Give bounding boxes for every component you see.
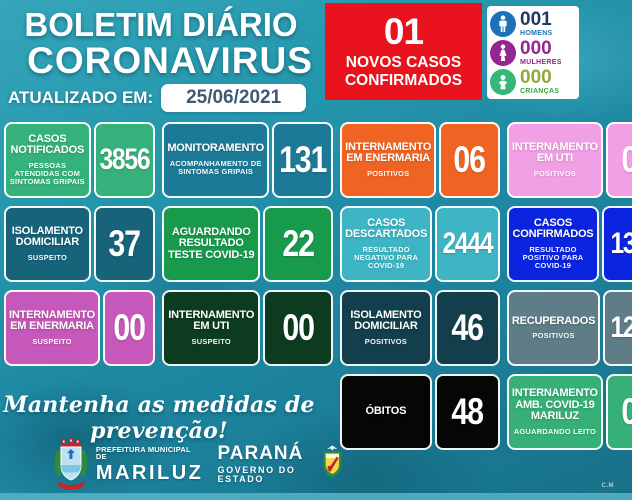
card-value: 131 bbox=[271, 122, 334, 198]
logos-row: PREFEITURA MUNICIPAL DE MARILUZ PARANÁ G… bbox=[52, 432, 341, 496]
new-cases-count: 01 bbox=[383, 11, 424, 53]
new-cases-label-line1: NOVOS CASOS bbox=[345, 54, 462, 72]
card-value: 3856 bbox=[93, 122, 156, 198]
updated-date: 25/06/2021 bbox=[161, 84, 307, 112]
demographics-row-men: 001 HOMENS bbox=[490, 10, 576, 37]
mariluz-logo-line1: PREFEITURA MUNICIPAL DE bbox=[95, 444, 191, 461]
parana-logo: PARANÁ GOVERNO DO ESTADO bbox=[217, 438, 345, 490]
mariluz-logo-line2: MARILUZ bbox=[95, 461, 204, 484]
new-cases-box: 01 NOVOS CASOS CONFIRMADOS bbox=[325, 3, 482, 100]
parana-crest-icon bbox=[323, 445, 341, 478]
card-monitoramento: MONITORAMENTO ACOMPANHAMENTO DE SINTOMAS … bbox=[162, 122, 334, 198]
card-value: 1265 bbox=[603, 290, 632, 366]
card-internamento-enfermaria-suspeito: INTERNAMENTO EM ENERMARIA SUSPEITO 00 bbox=[4, 290, 156, 366]
mariluz-logo: PREFEITURA MUNICIPAL DE MARILUZ bbox=[52, 436, 203, 492]
updated-row: ATUALIZADO EM: 25/06/2021 bbox=[8, 84, 307, 112]
card-value: 01 bbox=[605, 122, 632, 198]
card-internamento-amb-covid: INTERNAMENTO AMB. COVID-19 MARILUZ AGUARD… bbox=[506, 374, 632, 450]
card-casos-descartados: CASOS DESCARTADOS RESULTADO NEGATIVO PARA… bbox=[340, 206, 500, 282]
card-isolamento-domiciliar-positivos: ISOLAMENTO DOMICILIAR POSITIVOS 46 bbox=[340, 290, 500, 366]
prevention-message: Mantenha as medidas de prevenção! bbox=[3, 392, 315, 444]
title-line2: CORONAVIRUS bbox=[27, 40, 313, 81]
card-value: 00 bbox=[263, 290, 334, 366]
card-isolamento-domiciliar-suspeito: ISOLAMENTO DOMICILIAR SUSPEITO 37 bbox=[4, 206, 156, 282]
children-label: CRIANÇAS bbox=[520, 88, 560, 95]
women-label: MULHERES bbox=[520, 59, 562, 66]
card-value: 00 bbox=[605, 374, 632, 450]
card-value: 37 bbox=[93, 206, 156, 282]
new-cases-label-line2: CONFIRMADOS bbox=[344, 72, 463, 89]
watermark: C.M bbox=[601, 483, 614, 489]
card-value: 06 bbox=[439, 122, 500, 198]
baby-icon bbox=[490, 68, 516, 95]
page-title: BOLETIM DIÁRIO CORONAVIRUS bbox=[4, 8, 318, 79]
card-value: 48 bbox=[434, 374, 500, 450]
card-aguardando-resultado: AGUARDANDO RESULTADO TESTE COVID-19 22 bbox=[162, 206, 334, 282]
card-value: 00 bbox=[103, 290, 156, 366]
card-internamento-uti-suspeito: INTERNAMENTO EM UTI SUSPEITO 00 bbox=[162, 290, 334, 366]
woman-icon bbox=[490, 39, 516, 66]
updated-label: ATUALIZADO EM: bbox=[8, 88, 154, 107]
demographics-row-women: 000 MULHERES bbox=[490, 39, 576, 66]
demographics-box: 001 HOMENS 000 MULHERES 000 CRIANÇAS bbox=[487, 6, 579, 99]
parana-logo-line1: PARANÁ bbox=[217, 443, 304, 464]
card-value: 2444 bbox=[435, 206, 500, 282]
card-value: 46 bbox=[434, 290, 500, 366]
card-obitos: ÓBITOS 48 bbox=[340, 374, 500, 450]
card-value: 22 bbox=[263, 206, 334, 282]
man-icon bbox=[490, 10, 516, 37]
mariluz-crest-icon bbox=[54, 438, 88, 490]
card-internamento-enfermaria-positivos: INTERNAMENTO EM ENERMARIA POSITIVOS 06 bbox=[340, 122, 500, 198]
card-casos-notificados: CASOS NOTIFICADOS PESSOAS ATENDIDAS COM S… bbox=[4, 122, 156, 198]
children-count: 000 bbox=[520, 67, 552, 88]
men-count: 001 bbox=[520, 9, 552, 30]
title-line1: BOLETIM DIÁRIO bbox=[24, 6, 298, 43]
card-value: 1366 bbox=[602, 206, 632, 282]
card-casos-confirmados: CASOS CONFIRMADOS RESULTADO POSITIVO PARA… bbox=[506, 206, 632, 282]
women-count: 000 bbox=[520, 38, 552, 59]
men-label: HOMENS bbox=[520, 30, 553, 37]
stats-grid: CASOS NOTIFICADOS PESSOAS ATENDIDAS COM S… bbox=[4, 122, 632, 450]
parana-logo-line2: GOVERNO DO ESTADO bbox=[217, 465, 296, 484]
bottom-strip bbox=[0, 493, 632, 500]
demographics-row-children: 000 CRIANÇAS bbox=[490, 68, 576, 95]
